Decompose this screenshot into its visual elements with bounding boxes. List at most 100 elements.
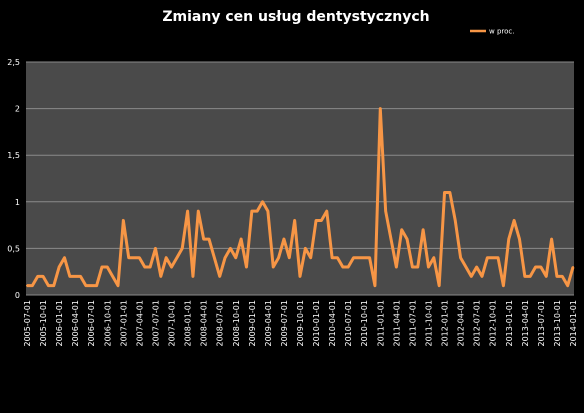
x-tick-label: 2013-04-01 bbox=[521, 300, 530, 347]
y-tick-label: 0 bbox=[15, 291, 20, 300]
data-point bbox=[288, 256, 291, 259]
data-point bbox=[555, 275, 558, 278]
x-tick-label: 2013-01-01 bbox=[505, 300, 514, 347]
x-tick-label: 2006-07-01 bbox=[87, 300, 96, 347]
x-tick-label: 2007-01-01 bbox=[119, 300, 128, 347]
data-point bbox=[74, 275, 77, 278]
data-point bbox=[256, 210, 259, 213]
data-point bbox=[507, 238, 510, 241]
x-tick-label: 2009-07-01 bbox=[280, 300, 289, 347]
data-point bbox=[224, 256, 227, 259]
data-point bbox=[52, 284, 55, 287]
x-tick-label: 2013-07-01 bbox=[537, 300, 546, 347]
data-point bbox=[282, 238, 285, 241]
data-point bbox=[149, 266, 152, 269]
chart-title: Zmiany cen usług dentystycznych bbox=[162, 9, 429, 25]
data-point bbox=[229, 247, 232, 250]
data-point bbox=[181, 247, 184, 250]
data-point bbox=[368, 256, 371, 259]
x-tick-label: 2007-04-01 bbox=[135, 300, 144, 347]
x-tick-label: 2011-04-01 bbox=[392, 300, 401, 347]
data-point bbox=[561, 275, 564, 278]
data-point bbox=[390, 238, 392, 241]
data-point bbox=[363, 256, 366, 259]
data-point bbox=[186, 210, 189, 213]
data-point bbox=[63, 256, 66, 259]
data-point bbox=[566, 284, 569, 287]
x-tick-label: 2010-01-01 bbox=[312, 300, 321, 347]
data-point bbox=[208, 238, 210, 241]
x-tick-label: 2011-01-01 bbox=[376, 300, 385, 347]
data-point bbox=[539, 266, 542, 269]
data-point bbox=[336, 256, 339, 259]
data-point bbox=[518, 238, 521, 241]
data-point bbox=[534, 266, 537, 269]
data-point bbox=[357, 256, 360, 259]
data-point bbox=[117, 284, 119, 287]
data-point bbox=[58, 266, 61, 269]
data-point bbox=[454, 219, 457, 222]
x-tick-label: 2014-01-01 bbox=[569, 300, 578, 347]
data-point bbox=[315, 219, 318, 222]
data-point bbox=[481, 275, 483, 278]
data-point bbox=[347, 266, 350, 269]
data-point bbox=[245, 266, 248, 269]
data-point bbox=[384, 210, 387, 213]
data-point bbox=[293, 219, 296, 222]
x-tick-label: 2010-10-01 bbox=[360, 300, 369, 347]
data-point bbox=[154, 247, 157, 250]
x-tick-label: 2008-04-01 bbox=[200, 300, 209, 347]
data-point bbox=[159, 275, 162, 278]
x-tick-label: 2007-07-01 bbox=[151, 300, 160, 347]
data-point bbox=[475, 266, 478, 269]
data-point bbox=[106, 266, 109, 269]
data-point bbox=[406, 238, 409, 241]
data-point bbox=[572, 266, 574, 269]
data-point bbox=[427, 266, 430, 269]
x-tick-label: 2007-10-01 bbox=[168, 300, 177, 347]
x-tick-label: 2005-10-01 bbox=[39, 300, 48, 347]
x-axis: 2005-07-01 2005-10-01 2006-01-01 2006-04-01… bbox=[23, 300, 578, 347]
data-point bbox=[513, 219, 516, 222]
data-point bbox=[165, 256, 168, 259]
data-point bbox=[266, 210, 269, 213]
data-point bbox=[31, 284, 34, 287]
data-point bbox=[202, 238, 205, 241]
data-point bbox=[470, 275, 473, 278]
data-point bbox=[42, 275, 45, 278]
data-point bbox=[352, 256, 355, 259]
data-point bbox=[411, 266, 414, 269]
data-point bbox=[26, 284, 28, 287]
data-point bbox=[523, 275, 526, 278]
data-point bbox=[422, 228, 425, 231]
data-point bbox=[272, 266, 275, 269]
data-point bbox=[545, 275, 548, 278]
data-point bbox=[373, 284, 376, 287]
y-tick-label: 1 bbox=[15, 198, 20, 207]
data-point bbox=[459, 256, 462, 259]
data-point bbox=[250, 210, 253, 213]
data-point bbox=[100, 266, 103, 269]
data-point bbox=[331, 256, 334, 259]
data-point bbox=[277, 256, 280, 259]
x-tick-label: 2009-04-01 bbox=[264, 300, 273, 347]
y-tick-label: 2,5 bbox=[7, 58, 20, 67]
data-point bbox=[341, 266, 344, 269]
data-point bbox=[416, 266, 419, 269]
data-point bbox=[36, 275, 39, 278]
x-tick-label: 2013-10-01 bbox=[553, 300, 562, 347]
x-tick-label: 2006-01-01 bbox=[55, 300, 64, 347]
x-tick-label: 2012-07-01 bbox=[473, 300, 482, 347]
x-tick-label: 2008-07-01 bbox=[216, 300, 225, 347]
data-point bbox=[213, 256, 216, 259]
y-axis: 0 0,5 1 1,5 2 2,5 bbox=[7, 58, 20, 300]
data-point bbox=[261, 200, 264, 203]
data-point bbox=[299, 275, 301, 278]
data-point bbox=[438, 284, 441, 287]
legend: w proc. bbox=[470, 28, 514, 36]
data-point bbox=[395, 266, 398, 269]
x-tick-label: 2011-07-01 bbox=[408, 300, 417, 347]
data-point bbox=[491, 256, 494, 259]
data-point bbox=[133, 256, 136, 259]
data-point bbox=[111, 275, 114, 278]
